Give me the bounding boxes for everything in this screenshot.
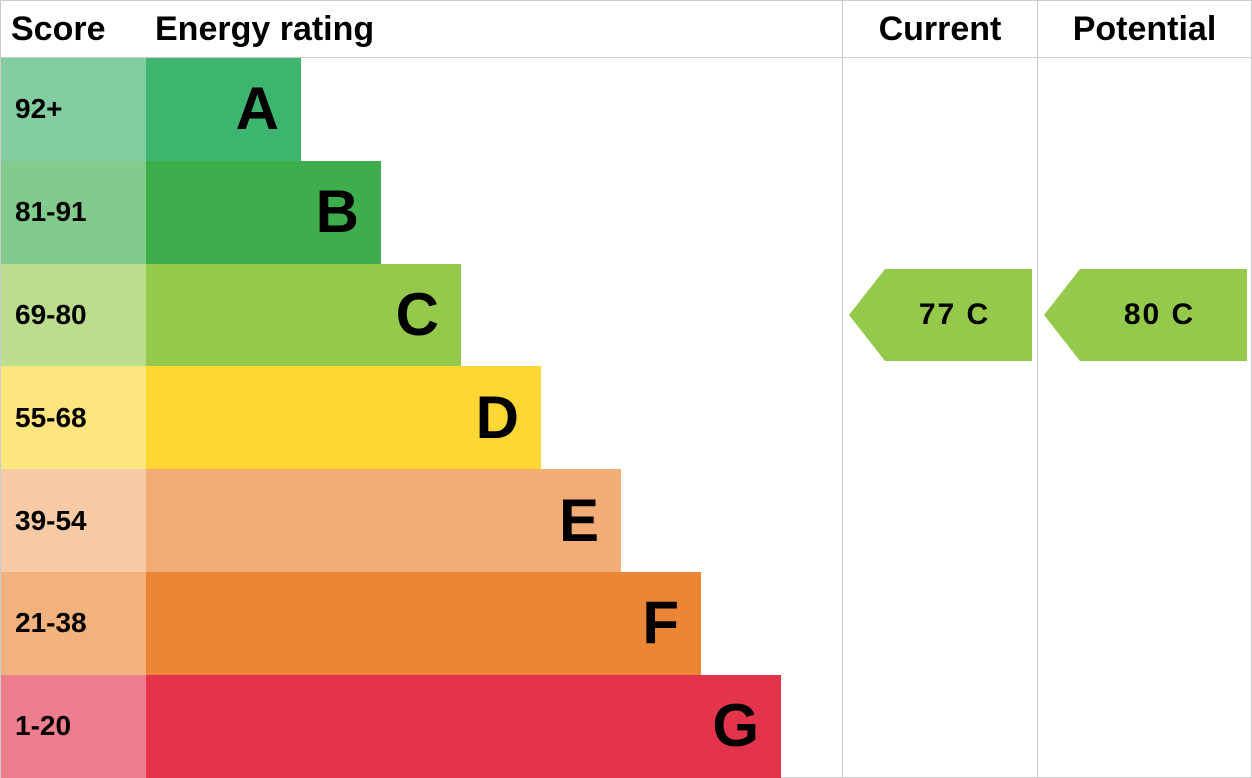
body-row: 92+A81-91B69-80C55-68D39-54E21-38F1-20G … — [0, 58, 1252, 778]
header-potential: Potential — [1037, 1, 1252, 57]
band-letter-e: E — [559, 491, 599, 551]
current-pointer: 77 C — [849, 269, 1032, 361]
header-potential-label: Potential — [1073, 10, 1217, 49]
epc-rating-chart: Score Energy rating Current Potential 92… — [0, 0, 1252, 778]
band-bar-d: D — [146, 366, 541, 469]
current-column: 77 C — [842, 58, 1037, 777]
band-bar-b: B — [146, 161, 381, 264]
potential-column: 80 C — [1037, 58, 1252, 777]
band-range-d: 55-68 — [1, 366, 146, 469]
band-letter-a: A — [236, 79, 279, 139]
header-rating: Energy rating — [145, 1, 842, 57]
band-letter-f: F — [642, 593, 679, 653]
band-bar-e: E — [146, 469, 621, 572]
header-current-label: Current — [879, 10, 1002, 49]
potential-pointer: 80 C — [1044, 269, 1247, 361]
band-range-f: 21-38 — [1, 572, 146, 675]
band-range-a: 92+ — [1, 58, 146, 161]
header-score: Score — [0, 1, 145, 57]
potential-pointer-label: 80 C — [1044, 298, 1247, 332]
band-bar-c: C — [146, 264, 461, 367]
band-range-c: 69-80 — [1, 264, 146, 367]
band-bar-a: A — [146, 58, 301, 161]
band-letter-d: D — [476, 388, 519, 448]
band-bar-f: F — [146, 572, 701, 675]
header-row: Score Energy rating Current Potential — [0, 0, 1252, 58]
band-letter-c: C — [396, 285, 439, 345]
band-range-b: 81-91 — [1, 161, 146, 264]
header-score-label: Score — [11, 10, 106, 49]
band-range-e: 39-54 — [1, 469, 146, 572]
band-letter-g: G — [712, 696, 759, 756]
header-rating-label: Energy rating — [155, 10, 374, 49]
band-letter-b: B — [316, 182, 359, 242]
band-range-g: 1-20 — [1, 675, 146, 778]
band-bar-g: G — [146, 675, 781, 778]
bands-area: 92+ A 81-91 B 69-80 C 55-68 D 39-54 E 21-38 F 1-20 G — [0, 58, 842, 777]
current-pointer-label: 77 C — [849, 298, 1032, 332]
header-current: Current — [842, 1, 1037, 57]
